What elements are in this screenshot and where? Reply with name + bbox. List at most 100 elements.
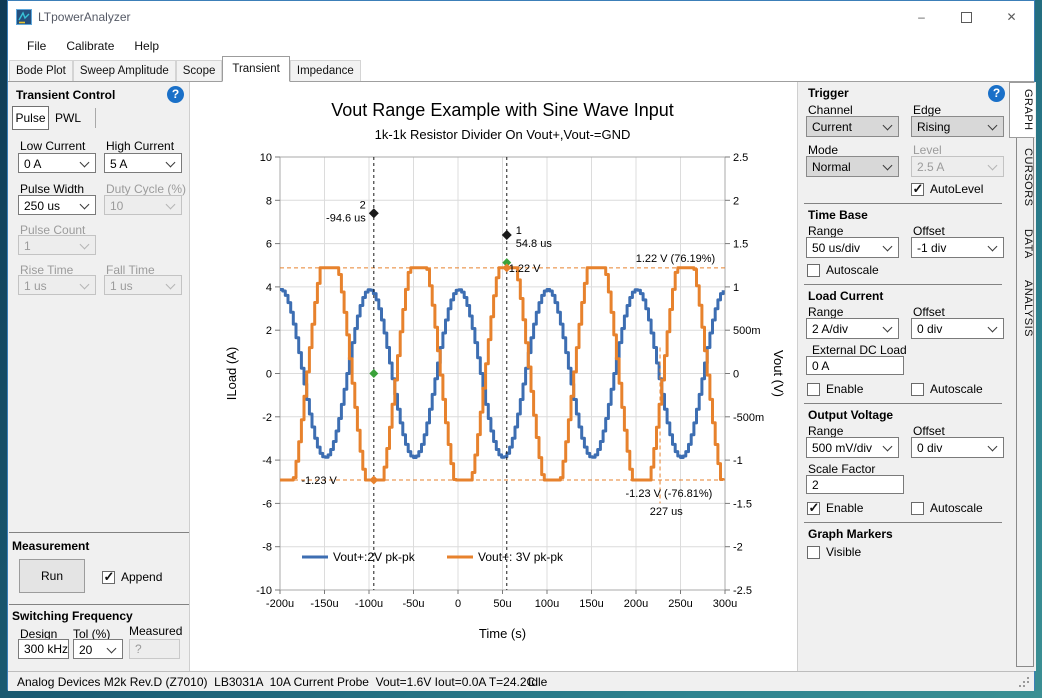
svg-text:-8: -8 [262, 542, 272, 554]
tab-pwl-label: PWL [55, 111, 82, 125]
tab-impedance[interactable]: Impedance [289, 60, 361, 81]
resize-grip-icon[interactable] [1027, 685, 1029, 687]
side-tab-analysis[interactable]: ANALYSIS [1022, 280, 1034, 337]
transient-chart-svg[interactable]: Vout Range Example with Sine Wave Input 1… [190, 82, 797, 671]
svg-text:-1.23 V: -1.23 V [301, 475, 337, 487]
tab-pulse[interactable]: Pulse [12, 106, 49, 130]
chevron-down-icon [165, 199, 176, 210]
outputvoltage-autoscale-checkbox[interactable]: Autoscale [911, 501, 983, 515]
svg-text:-10: -10 [256, 585, 272, 597]
chevron-down-icon [165, 279, 176, 290]
append-checkbox[interactable]: Append [102, 569, 162, 585]
side-tab-strip: GRAPH CURSORS DATA ANALYSIS [1008, 82, 1036, 671]
timebase-range-select[interactable]: 50 us/div [806, 237, 899, 258]
settings-panel: Trigger ? Channel Edge Current Rising Mo… [798, 82, 1008, 671]
tol-label: Tol (%) [73, 627, 111, 641]
autolevel-label: AutoLevel [930, 182, 984, 196]
fall-time-value: 1 us [110, 278, 133, 293]
svg-text:-6: -6 [262, 498, 272, 510]
divider [9, 532, 189, 533]
tab-bode-plot[interactable]: Bode Plot [9, 60, 73, 81]
menu-calibrate[interactable]: Calibrate [66, 38, 115, 53]
divider [9, 604, 189, 605]
external-dc-load-input[interactable]: 0 A [806, 356, 904, 375]
status-device-info: Analog Devices M2k Rev.D (Z7010) LB3031A… [17, 675, 536, 689]
high-current-select[interactable]: 5 A [104, 153, 182, 173]
checkbox-unchecked-icon [807, 545, 820, 559]
outputvoltage-enable-label: Enable [826, 501, 864, 515]
menu-bar: File Calibrate Help [8, 33, 1034, 58]
timebase-autoscale-checkbox[interactable]: Autoscale [807, 263, 879, 277]
svg-text:0: 0 [455, 598, 461, 610]
tab-transient[interactable]: Transient [222, 56, 290, 82]
loadcurrent-range-select[interactable]: 2 A/div [806, 318, 899, 339]
load-current-title: Load Current [808, 289, 884, 303]
design-input[interactable]: 300 kHz [18, 639, 69, 659]
menu-file[interactable]: File [27, 38, 47, 53]
tab-sweep-amplitude[interactable]: Sweep Amplitude [72, 60, 176, 81]
loadcurrent-autoscale-checkbox[interactable]: Autoscale [911, 382, 983, 396]
timebase-offset-select[interactable]: -1 div [911, 237, 1004, 258]
external-dc-load-label: External DC Load [812, 343, 907, 357]
checkbox-checked-icon [911, 181, 924, 197]
graphmarkers-visible-checkbox[interactable]: Visible [807, 545, 861, 559]
close-button[interactable]: ✕ [989, 1, 1034, 33]
side-tab-cursors[interactable]: CURSORS [1022, 148, 1034, 207]
app-icon [16, 9, 32, 25]
outputvoltage-offset-value: 0 div [917, 440, 943, 455]
trigger-title: Trigger [808, 86, 849, 100]
svg-text:4: 4 [266, 282, 272, 294]
svg-text:-94.6 us: -94.6 us [326, 212, 366, 224]
loadcurrent-enable-checkbox[interactable]: Enable [807, 382, 863, 396]
chevron-down-icon [987, 441, 998, 452]
divider [804, 284, 1002, 285]
mode-label: Mode [808, 143, 839, 157]
tab-scope[interactable]: Scope [175, 60, 223, 81]
edge-label: Edge [913, 103, 942, 117]
loadcurrent-autoscale-label: Autoscale [930, 382, 983, 396]
timebase-range-label: Range [808, 224, 844, 238]
svg-text:-1: -1 [733, 455, 743, 467]
minimize-button[interactable]: – [899, 1, 944, 33]
scale-factor-input[interactable]: 2 [806, 475, 904, 494]
transient-control-panel: Transient Control ? Pulse PWL Low Curren… [9, 82, 189, 671]
maximize-button[interactable] [944, 1, 989, 33]
help-icon[interactable]: ? [167, 86, 184, 103]
run-button[interactable]: Run [19, 559, 85, 593]
edge-select[interactable]: Rising [911, 116, 1004, 137]
autolevel-checkbox[interactable]: AutoLevel [911, 181, 984, 197]
menu-help[interactable]: Help [134, 38, 160, 53]
svg-text:-50u: -50u [402, 598, 424, 610]
tol-select[interactable]: 20 [73, 639, 123, 659]
side-tab-data[interactable]: DATA [1022, 229, 1034, 259]
checkbox-unchecked-icon [807, 263, 820, 277]
pulse-width-select[interactable]: 250 us [18, 195, 96, 215]
timebase-range-value: 50 us/div [812, 240, 861, 255]
side-tab-graph[interactable]: GRAPH [1009, 82, 1035, 138]
svg-text:0: 0 [733, 369, 739, 381]
tab-pulse-label: Pulse [15, 111, 46, 125]
channel-select[interactable]: Current [806, 116, 899, 137]
svg-text:-1.5: -1.5 [733, 498, 752, 510]
svg-text:-500m: -500m [733, 412, 764, 424]
svg-text:150u: 150u [579, 598, 603, 610]
outputvoltage-enable-checkbox[interactable]: Enable [807, 500, 864, 516]
low-current-select[interactable]: 0 A [18, 153, 96, 173]
graphmarkers-visible-label: Visible [826, 545, 862, 559]
svg-text:6: 6 [266, 239, 272, 251]
chevron-down-icon [79, 199, 90, 210]
transient-control-title: Transient Control [16, 88, 116, 102]
tab-pwl[interactable]: PWL [55, 108, 97, 128]
help-icon[interactable]: ? [988, 85, 1005, 102]
timebase-offset-value: -1 div [917, 240, 947, 255]
loadcurrent-offset-select[interactable]: 0 div [911, 318, 1004, 339]
svg-text:1.22 V: 1.22 V [509, 263, 541, 275]
high-current-value: 5 A [110, 156, 128, 171]
mode-select[interactable]: Normal [806, 156, 899, 177]
maximize-icon [961, 11, 972, 23]
status-state: Idle [528, 675, 548, 689]
outputvoltage-offset-select[interactable]: 0 div [911, 437, 1004, 458]
timebase-autoscale-label: Autoscale [826, 263, 879, 277]
channel-value: Current [812, 119, 853, 134]
outputvoltage-range-select[interactable]: 500 mV/div [806, 437, 899, 458]
